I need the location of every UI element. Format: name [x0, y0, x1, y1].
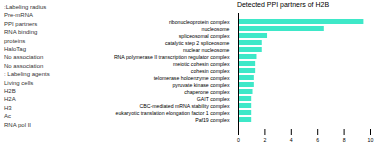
svg-text:chaperone complex: chaperone complex: [184, 89, 230, 95]
html-text:RNA pol II: RNA pol II: [4, 121, 31, 128]
svg-text:pyruvate kinase complex: pyruvate kinase complex: [172, 82, 229, 88]
html-text:H3: H3: [4, 104, 12, 111]
svg-text:eukaryotic translation elongat: eukaryotic translation elongation factor…: [116, 110, 230, 116]
svg-text:spliceosomal complex: spliceosomal complex: [179, 33, 230, 39]
svg-text:2: 2: [263, 137, 266, 143]
svg-text:8: 8: [343, 137, 346, 143]
html-text:RNA binding: RNA binding: [4, 29, 38, 36]
svg-text:4: 4: [290, 137, 293, 143]
svg-text:nuclear nucleosome: nuclear nucleosome: [183, 47, 230, 53]
html-text:proteins: proteins: [4, 37, 26, 44]
html-text:Ac: Ac: [4, 113, 11, 120]
html-text:Living cells: Living cells: [4, 79, 34, 86]
html-text:HaloTag: HaloTag: [4, 46, 26, 52]
svg-text:nucleosome: nucleosome: [202, 26, 230, 32]
svg-text:6: 6: [316, 137, 319, 143]
html-text:Pre-mRNA: Pre-mRNA: [4, 12, 33, 19]
svg-text:RNA polymerase II transcriptio: RNA polymerase II transcription regulato…: [114, 54, 230, 60]
html-text:: Labeling agents: : Labeling agents: [4, 71, 50, 78]
svg-text:telomerase holoenzyme complex: telomerase holoenzyme complex: [154, 75, 230, 81]
svg-text:10: 10: [368, 137, 374, 143]
svg-text:GAIT complex: GAIT complex: [197, 96, 230, 102]
svg-text:Paf19 complex: Paf19 complex: [195, 117, 230, 123]
svg-text:CBC-mediated mRNA stability co: CBC-mediated mRNA stability complex: [140, 103, 230, 109]
svg-text:ribonucleoprotein complex: ribonucleoprotein complex: [169, 19, 230, 25]
svg-text:0: 0: [237, 137, 240, 143]
html-text::Labeling radius: :Labeling radius: [4, 4, 47, 10]
html-text:No association: No association: [4, 54, 44, 61]
html-text:Detected PPI partners of H2B: Detected PPI partners of H2B: [236, 1, 330, 8]
html-text:H2A: H2A: [4, 96, 16, 103]
html-text:PPI partners: PPI partners: [4, 20, 38, 27]
html-text:H2B: H2B: [4, 88, 16, 95]
html-text:No association: No association: [4, 62, 44, 69]
svg-text:catalytic step 2 spliceosome: catalytic step 2 spliceosome: [165, 40, 230, 46]
svg-text:meiotic cohesin complex: meiotic cohesin complex: [173, 61, 230, 67]
svg-text:cohesin complex: cohesin complex: [191, 68, 230, 74]
